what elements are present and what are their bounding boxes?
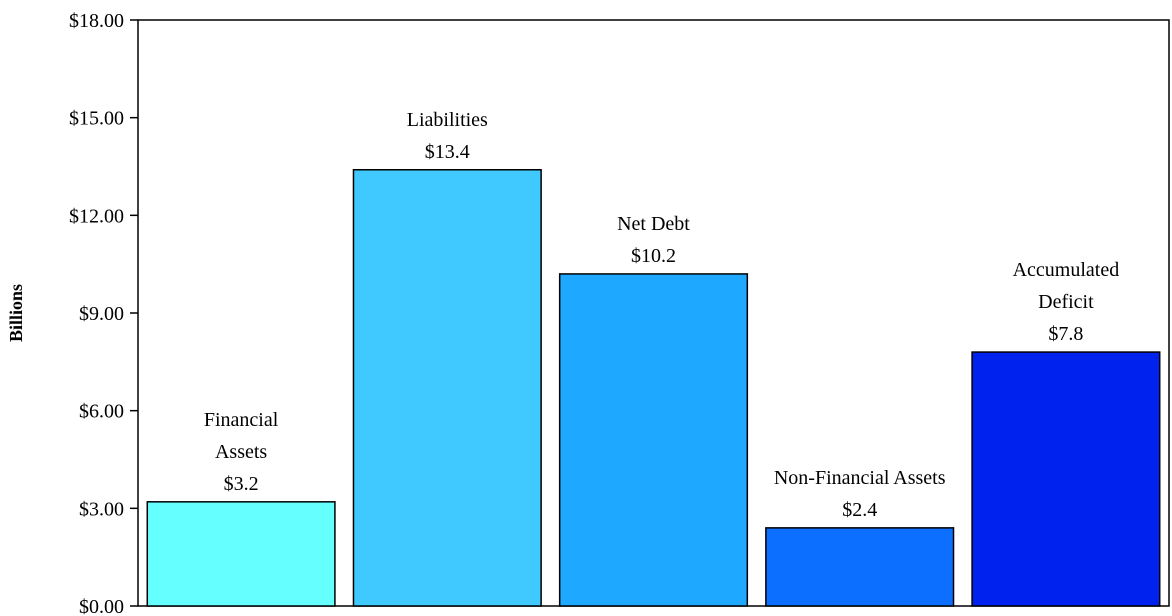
bar-value-label: $13.4 bbox=[425, 141, 470, 163]
bar bbox=[558, 273, 749, 607]
bar bbox=[971, 351, 1161, 607]
bars bbox=[146, 169, 1161, 607]
bar-labels: Financial Assets $3.2 Liabilities $13.4 Net D… bbox=[204, 109, 1119, 521]
bar-category-label: Assets bbox=[215, 441, 267, 463]
y-tick-label: $6.00 bbox=[79, 401, 124, 423]
bar-category-label: Non-Financial Assets bbox=[774, 467, 946, 489]
bar bbox=[352, 169, 542, 607]
bar-category-label: Accumulated bbox=[1013, 259, 1120, 281]
bar-category-label: Financial bbox=[204, 409, 279, 431]
bar-category-label: Deficit bbox=[1038, 291, 1094, 313]
y-axis-label: Billions bbox=[6, 284, 26, 342]
bar bbox=[146, 501, 336, 607]
y-tick-label: $9.00 bbox=[79, 303, 124, 325]
y-tick-label: $15.00 bbox=[69, 108, 124, 130]
y-tick-label: $18.00 bbox=[69, 10, 124, 32]
bar-category-label: Net Debt bbox=[617, 213, 690, 235]
y-tick-label: $0.00 bbox=[79, 596, 124, 616]
bar bbox=[765, 527, 955, 607]
y-tick-label: $12.00 bbox=[69, 205, 124, 227]
bar-value-label: $2.4 bbox=[842, 499, 877, 521]
y-tick-label: $3.00 bbox=[79, 498, 124, 520]
bar-value-label: $7.8 bbox=[1048, 323, 1083, 345]
y-axis: $0.00 $3.00 $6.00 $9.00 $12.00 $15.00 $18.00 bbox=[69, 10, 138, 616]
bar-value-label: $3.2 bbox=[224, 473, 259, 495]
bar-category-label: Liabilities bbox=[407, 109, 488, 131]
bar-value-label: $10.2 bbox=[631, 245, 676, 267]
